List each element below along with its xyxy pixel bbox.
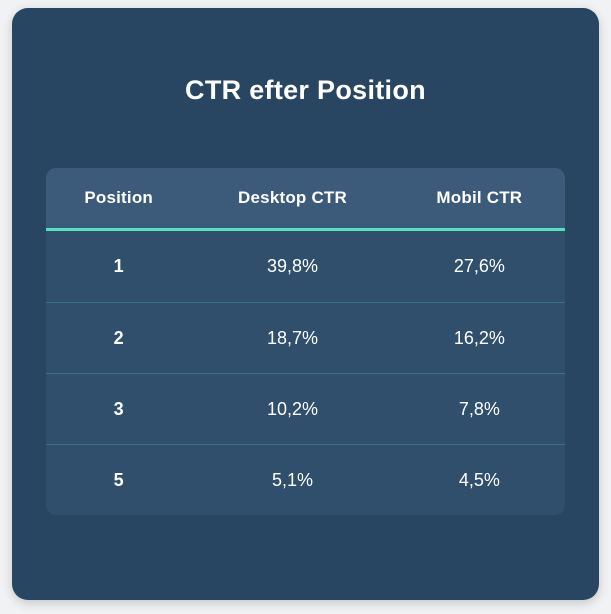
column-header-desktop-ctr: Desktop CTR xyxy=(238,188,347,207)
table-row: 5 5,1% 4,5% xyxy=(46,444,565,515)
mobil-ctr-cell: 4,5% xyxy=(458,469,500,490)
ctr-table: Position Desktop CTR Mobil CTR 1 39,8% 2… xyxy=(46,168,565,515)
desktop-ctr-cell: 10,2% xyxy=(266,398,319,419)
desktop-ctr-cell: 5,1% xyxy=(272,469,314,490)
stats-card: CTR efter Position Position Desktop CTR … xyxy=(12,8,599,600)
mobil-ctr-cell: 16,2% xyxy=(453,327,505,348)
table-header-row: Position Desktop CTR Mobil CTR xyxy=(46,168,565,231)
column-header-mobil-ctr: Mobil CTR xyxy=(436,188,523,207)
table-body: 1 39,8% 27,6% 2 18,7% 16,2% 3 10,2% 7,8%… xyxy=(46,231,565,515)
card-title: CTR efter Position xyxy=(185,75,426,105)
table-row: 2 18,7% 16,2% xyxy=(46,302,565,373)
position-cell: 2 xyxy=(113,327,124,348)
table-row: 3 10,2% 7,8% xyxy=(46,373,565,444)
mobil-ctr-cell: 27,6% xyxy=(453,256,505,276)
desktop-ctr-cell: 18,7% xyxy=(266,327,319,348)
desktop-ctr-cell: 39,8% xyxy=(266,256,319,276)
mobil-ctr-cell: 7,8% xyxy=(458,398,500,419)
column-header-position: Position xyxy=(84,188,153,207)
position-cell: 1 xyxy=(113,256,124,276)
position-cell: 3 xyxy=(113,398,124,419)
position-cell: 5 xyxy=(113,469,124,490)
table-row: 1 39,8% 27,6% xyxy=(46,231,565,302)
